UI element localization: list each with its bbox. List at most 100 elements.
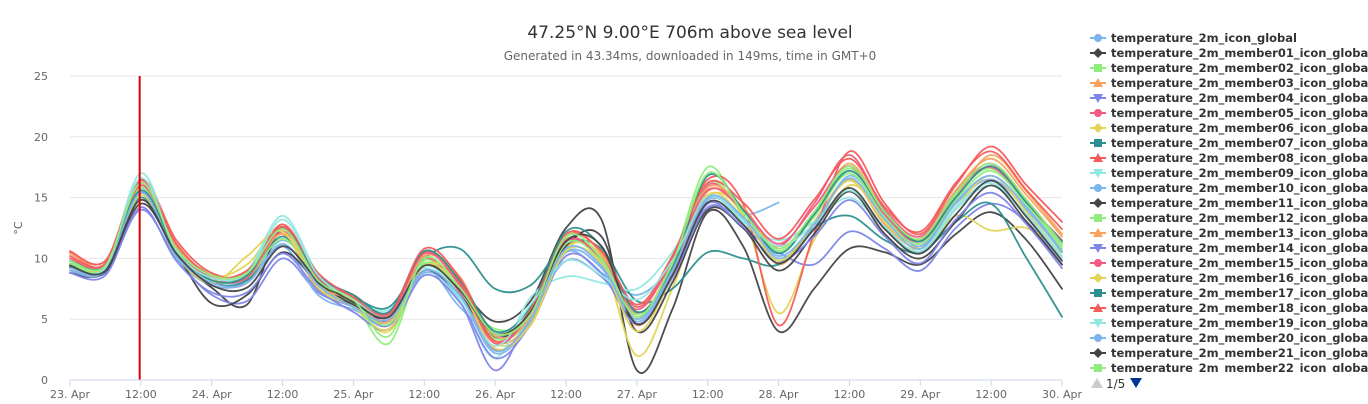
legend-item-14[interactable]: temperature_2m_member14_icon_global	[1090, 241, 1368, 256]
legend-label-4: temperature_2m_member04_icon_global	[1111, 91, 1368, 106]
legend-label-9: temperature_2m_member09_icon_global	[1111, 166, 1368, 181]
series-line-1[interactable]	[69, 191, 1063, 374]
series-line-11[interactable]	[69, 184, 1063, 339]
chart-subtitle: Generated in 43.34ms, downloaded in 149m…	[504, 49, 877, 63]
legend-marker-triangle-down-icon	[1093, 94, 1103, 103]
legend-marker-circle-icon	[1094, 334, 1102, 342]
legend-marker-triangle-icon	[1093, 78, 1103, 87]
legend-label-22: temperature_2m_member22_icon_global	[1111, 361, 1368, 376]
series-line-14[interactable]	[69, 191, 1063, 360]
legend-item-5[interactable]: temperature_2m_member05_icon_global	[1090, 106, 1368, 121]
legend-marker-circle-icon	[1094, 259, 1102, 267]
legend-marker-triangle-icon	[1093, 228, 1103, 237]
legend-item-9[interactable]: temperature_2m_member09_icon_global	[1090, 166, 1368, 181]
series-line-20[interactable]	[69, 174, 1063, 353]
legend-marker-diamond-icon	[1093, 123, 1103, 133]
legend-item-1[interactable]: temperature_2m_member01_icon_global	[1090, 46, 1368, 61]
legend-marker-triangle-icon	[1093, 153, 1103, 162]
series-line-21[interactable]	[69, 179, 1063, 336]
legend-label-15: temperature_2m_member15_icon_global	[1111, 256, 1368, 271]
legend-label-14: temperature_2m_member14_icon_global	[1111, 241, 1368, 256]
legend-item-15[interactable]: temperature_2m_member15_icon_global	[1090, 256, 1368, 271]
legend-item-10[interactable]: temperature_2m_member10_icon_global	[1090, 181, 1368, 196]
legend-item-12[interactable]: temperature_2m_member12_icon_global	[1090, 211, 1368, 226]
legend-label-8: temperature_2m_member08_icon_global	[1111, 151, 1368, 166]
y-axis-label: °C	[12, 221, 25, 235]
legend-item-19[interactable]: temperature_2m_member19_icon_global	[1090, 316, 1368, 331]
legend-label-21: temperature_2m_member21_icon_global	[1111, 346, 1368, 361]
x-tick-label-1: 12:00	[125, 388, 157, 401]
x-tick-label-12: 29. Apr	[900, 388, 940, 401]
legend-label-10: temperature_2m_member10_icon_global	[1111, 181, 1368, 196]
x-tick-label-8: 27. Apr	[617, 388, 657, 401]
legend-marker-diamond-icon	[1093, 48, 1103, 58]
y-tick-label-1: 5	[41, 313, 48, 326]
legend-marker-diamond-icon	[1093, 273, 1103, 283]
legend-item-6[interactable]: temperature_2m_member06_icon_global	[1090, 121, 1368, 136]
legend-marker-square-icon	[1094, 64, 1102, 72]
legend-item-20[interactable]: temperature_2m_member20_icon_global	[1090, 331, 1368, 346]
series-line-22[interactable]	[69, 162, 1063, 338]
legend-label-0: temperature_2m_icon_global	[1111, 31, 1297, 46]
legend-item-13[interactable]: temperature_2m_member13_icon_global	[1090, 226, 1368, 241]
legend-marker-triangle-down-icon	[1093, 244, 1103, 253]
x-tick-label-13: 12:00	[975, 388, 1007, 401]
legend-marker-square-icon	[1094, 139, 1102, 147]
legend-page-down-arrow-icon[interactable]	[1130, 378, 1142, 388]
x-tick-label-14: 30. Apr	[1042, 388, 1082, 401]
legend-marker-diamond-icon	[1093, 348, 1103, 358]
x-tick-label-9: 12:00	[692, 388, 724, 401]
legend-item-0[interactable]: temperature_2m_icon_global	[1090, 31, 1297, 46]
x-tick-label-11: 12:00	[834, 388, 866, 401]
legend-marker-triangle-icon	[1093, 303, 1103, 312]
legend-marker-square-icon	[1094, 214, 1102, 222]
legend-item-11[interactable]: temperature_2m_member11_icon_global	[1090, 196, 1368, 211]
legend-item-17[interactable]: temperature_2m_member17_icon_global	[1090, 286, 1368, 301]
legend-item-2[interactable]: temperature_2m_member02_icon_global	[1090, 61, 1368, 76]
x-tick-label-5: 12:00	[408, 388, 440, 401]
legend-label-6: temperature_2m_member06_icon_global	[1111, 121, 1368, 136]
series-line-9[interactable]	[69, 172, 1063, 360]
legend-item-16[interactable]: temperature_2m_member16_icon_global	[1090, 271, 1368, 286]
y-tick-label-3: 15	[34, 192, 48, 205]
legend-item-4[interactable]: temperature_2m_member04_icon_global	[1090, 91, 1368, 106]
legend-marker-square-icon	[1094, 364, 1102, 372]
legend-label-2: temperature_2m_member02_icon_global	[1111, 61, 1368, 76]
x-tick-label-4: 25. Apr	[333, 388, 373, 401]
legend-marker-circle-icon	[1094, 34, 1102, 42]
legend-item-21[interactable]: temperature_2m_member21_icon_global	[1090, 346, 1368, 361]
legend-marker-triangle-down-icon	[1093, 169, 1103, 178]
series-layer	[69, 145, 1063, 374]
legend-item-18[interactable]: temperature_2m_member18_icon_global	[1090, 301, 1368, 316]
series-line-16[interactable]	[69, 174, 1063, 351]
y-tick-label-5: 25	[34, 70, 48, 83]
legend-label-20: temperature_2m_member20_icon_global	[1111, 331, 1368, 346]
y-tick-label-4: 20	[34, 131, 48, 144]
legend-label-1: temperature_2m_member01_icon_global	[1111, 46, 1368, 61]
series-line-19[interactable]	[69, 177, 1063, 347]
legend-label-11: temperature_2m_member11_icon_global	[1111, 196, 1368, 211]
x-tick-label-0: 23. Apr	[50, 388, 90, 401]
legend-item-22[interactable]: temperature_2m_member22_icon_global	[1090, 361, 1368, 376]
legend-item-8[interactable]: temperature_2m_member08_icon_global	[1090, 151, 1368, 166]
chart-title: 47.25°N 9.00°E 706m above sea level	[527, 23, 852, 43]
legend-label-5: temperature_2m_member05_icon_global	[1111, 106, 1368, 121]
legend-label-19: temperature_2m_member19_icon_global	[1111, 316, 1368, 331]
legend-page-indicator: 1/5	[1106, 377, 1125, 391]
axis-layer: 0 5 10 15 20 25 23. Apr 12:00 24. Apr 12:00 25. Ap…	[34, 70, 1082, 401]
legend-marker-circle-icon	[1094, 109, 1102, 117]
legend-item-3[interactable]: temperature_2m_member03_icon_global	[1090, 76, 1368, 91]
x-tick-label-7: 12:00	[550, 388, 582, 401]
x-tick-label-2: 24. Apr	[192, 388, 232, 401]
x-tick-label-3: 12:00	[267, 388, 299, 401]
legend-item-7[interactable]: temperature_2m_member07_icon_global	[1090, 136, 1368, 151]
legend: temperature_2m_icon_globaltemperature_2m…	[1090, 31, 1368, 376]
legend-label-13: temperature_2m_member13_icon_global	[1111, 226, 1368, 241]
legend-label-12: temperature_2m_member12_icon_global	[1111, 211, 1368, 226]
legend-label-17: temperature_2m_member17_icon_global	[1111, 286, 1368, 301]
legend-marker-triangle-down-icon	[1093, 319, 1103, 328]
legend-marker-diamond-icon	[1093, 198, 1103, 208]
legend-page-up-arrow-icon[interactable]	[1091, 378, 1103, 388]
